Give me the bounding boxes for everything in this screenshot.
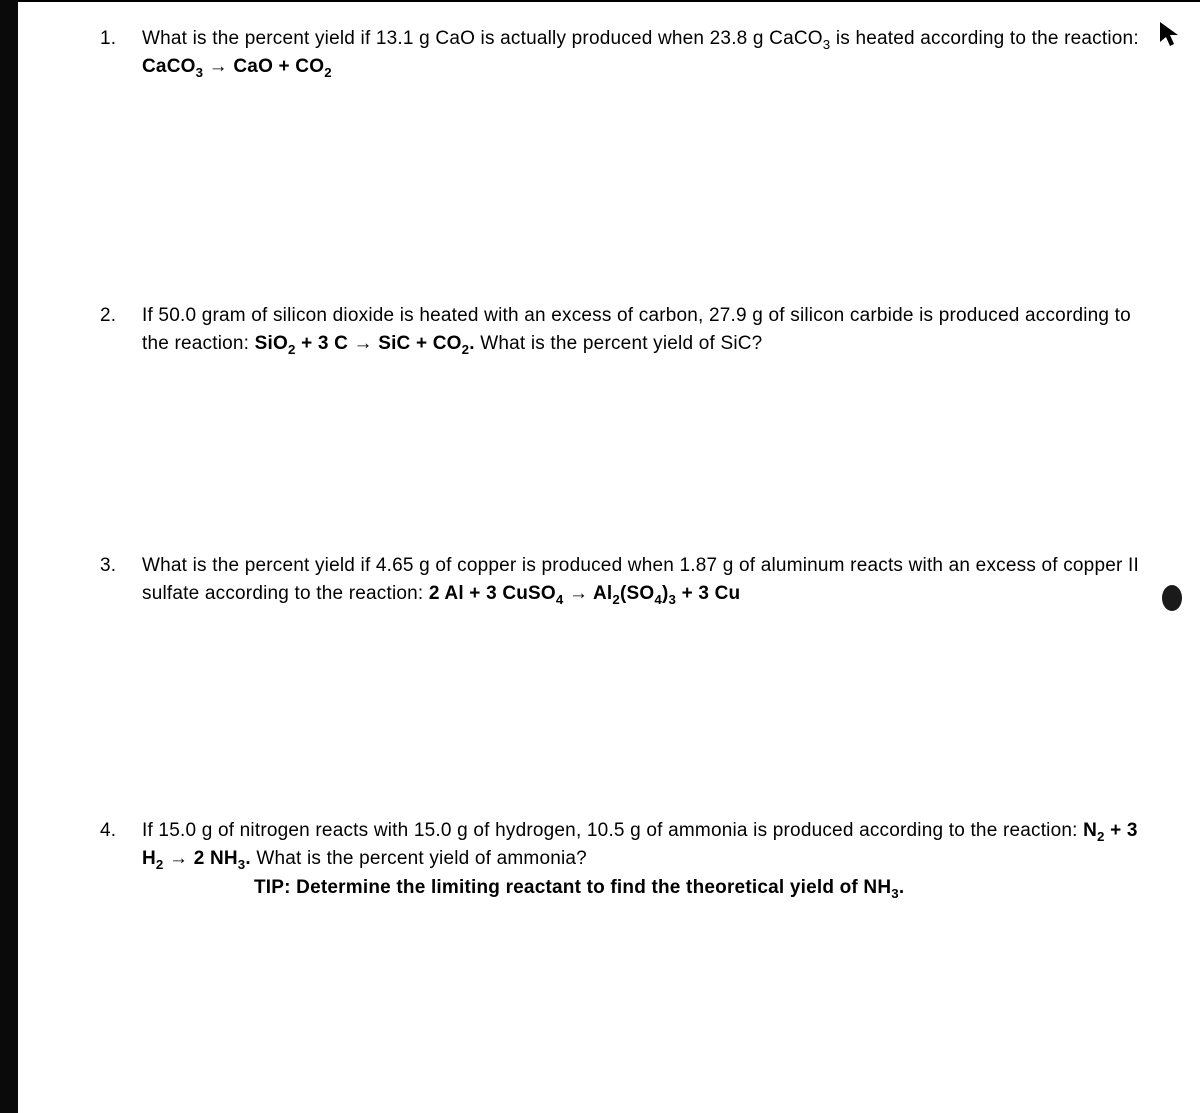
text-segment: is heated according to the reaction: xyxy=(830,28,1138,49)
question-number: 1. xyxy=(100,25,124,80)
text-segment: What is the percent yield of SiC? xyxy=(475,333,763,354)
subscript: 3 xyxy=(891,886,899,901)
text-segment: What is the percent yield if 13.1 g CaO … xyxy=(142,28,823,49)
question-1: 1. What is the percent yield if 13.1 g C… xyxy=(100,25,1140,80)
formula-part: 2 Al + 3 CuSO xyxy=(429,583,556,604)
formula-part: SiO xyxy=(255,333,288,354)
subscript: 4 xyxy=(654,592,662,607)
cursor-icon xyxy=(1158,20,1182,50)
question-text: If 50.0 gram of silicon dioxide is heate… xyxy=(142,302,1140,357)
reaction-arrow: → xyxy=(164,848,194,869)
question-2: 2. If 50.0 gram of silicon dioxide is he… xyxy=(100,302,1140,357)
tip-text: TIP: Determine the limiting reactant to … xyxy=(254,877,891,898)
reaction-arrow: → xyxy=(564,583,593,604)
page-edge-left xyxy=(0,0,18,1113)
reaction-formula: SiO2 + 3 C → SiC + CO2. xyxy=(255,333,475,354)
formula-part: + 3 C xyxy=(296,333,354,354)
subscript: 2 xyxy=(156,857,164,872)
page-edge-top xyxy=(18,0,1200,2)
reaction-arrow: → xyxy=(354,333,373,354)
formula-part: 2 NH xyxy=(194,848,238,869)
question-4: 4. If 15.0 g of nitrogen reacts with 15.… xyxy=(100,817,1140,902)
text-segment: If 15.0 g of nitrogen reacts with 15.0 g… xyxy=(142,820,1083,841)
reaction-formula: CaCO3 → CaO + CO2 xyxy=(142,56,332,77)
tip-end: . xyxy=(899,877,904,898)
formula-part: N xyxy=(1083,820,1097,841)
question-text: What is the percent yield if 4.65 g of c… xyxy=(142,552,1140,607)
question-3: 3. What is the percent yield if 4.65 g o… xyxy=(100,552,1140,607)
question-number: 3. xyxy=(100,552,124,607)
reaction-formula: 2 Al + 3 CuSO4 → Al2(SO4)3 + 3 Cu xyxy=(429,583,740,604)
question-text: If 15.0 g of nitrogen reacts with 15.0 g… xyxy=(142,817,1140,902)
subscript: 4 xyxy=(556,592,564,607)
hole-punch-mark xyxy=(1162,585,1182,611)
reaction-arrow: → xyxy=(203,56,233,77)
subscript: 2 xyxy=(1097,829,1105,844)
subscript: 3 xyxy=(669,592,677,607)
subscript: 2 xyxy=(324,64,332,79)
question-text: What is the percent yield if 13.1 g CaO … xyxy=(142,25,1140,80)
question-number: 2. xyxy=(100,302,124,357)
subscript: 2 xyxy=(612,592,620,607)
formula-part: + 3 Cu xyxy=(676,583,740,604)
question-number: 4. xyxy=(100,817,124,902)
text-segment: What is the percent yield of ammonia? xyxy=(251,848,587,869)
formula-part: SiC + CO xyxy=(373,333,462,354)
subscript: 2 xyxy=(288,341,296,356)
formula-part: CaO + CO xyxy=(233,56,324,77)
formula-part: CaCO xyxy=(142,56,196,77)
tip-line: TIP: Determine the limiting reactant to … xyxy=(142,874,1140,902)
formula-part: (SO xyxy=(620,583,654,604)
formula-part: Al xyxy=(593,583,612,604)
